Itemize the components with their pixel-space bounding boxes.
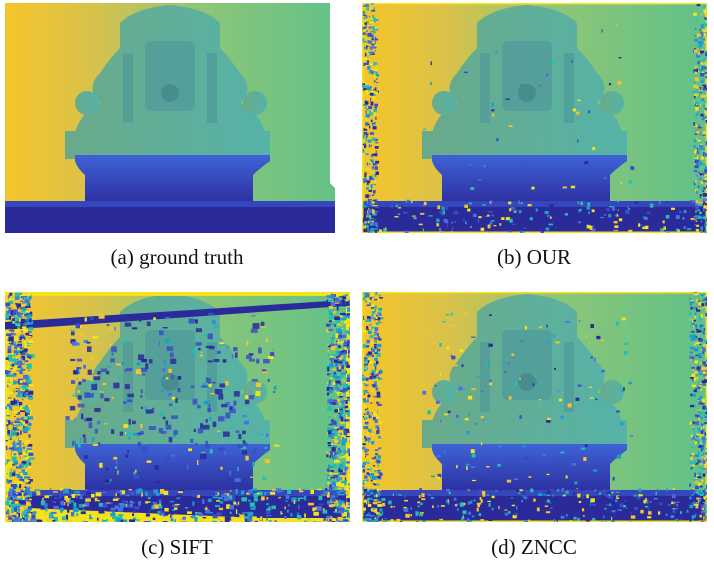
depth-map-zncc [362, 292, 707, 522]
depth-map-our [362, 3, 707, 233]
noise-artifacts [362, 292, 707, 522]
caption-zncc: (d) ZNCC [491, 535, 577, 559]
fountain-details [123, 41, 217, 123]
panel-our [362, 3, 707, 233]
caption-ground-truth: (a) ground truth [110, 245, 244, 269]
fountain-basin [75, 444, 270, 497]
panel-ground-truth [5, 3, 350, 233]
noise-artifacts [5, 292, 350, 522]
fountain-basin [432, 155, 627, 208]
caption-our: (b) OUR [496, 245, 572, 269]
caption-sift: (c) SIFT [141, 535, 213, 559]
missing-data-region [330, 3, 350, 233]
depth-map-ground-truth [5, 3, 350, 233]
depth-map-sift [5, 292, 350, 522]
noise-artifacts [362, 3, 707, 233]
fountain-details [480, 41, 574, 123]
panel-zncc [362, 292, 707, 522]
fountain-basin [432, 444, 627, 497]
fountain-basin [75, 155, 270, 208]
fountain-details [123, 330, 217, 412]
panel-sift [5, 292, 350, 522]
